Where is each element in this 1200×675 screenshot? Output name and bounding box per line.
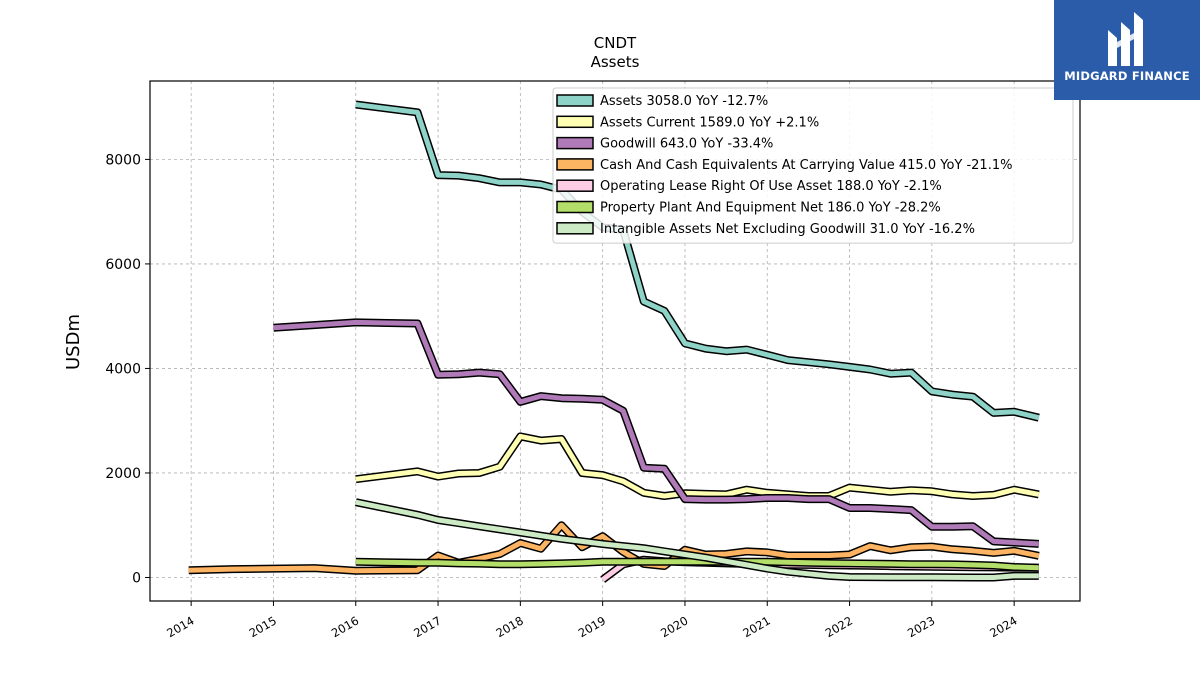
logo-text: MIDGARD FINANCE [1064, 69, 1190, 83]
legend-item: Cash And Cash Equivalents At Carrying Va… [556, 158, 1012, 173]
x-tick-label: 2019 [576, 613, 608, 640]
y-axis-label: USDm [63, 314, 84, 370]
y-axis: 0 2000 4000 6000 8000 [105, 152, 150, 586]
legend-swatch [556, 200, 594, 214]
series-intangible-assets-net-excluding-goodwill [354, 498, 1039, 582]
plot-frame [149, 80, 1081, 602]
chart-title: CNDT [594, 34, 637, 52]
series-lines [188, 100, 1040, 583]
y-tick-label: 2000 [105, 466, 141, 482]
series-line [273, 319, 1039, 547]
series-assets-current [355, 432, 1040, 500]
legend-item: Goodwill 643.0 YoY -33.4% [556, 136, 773, 152]
series-assets [355, 100, 1040, 422]
legend-label: Assets 3058.0 YoY -12.7% [600, 94, 768, 109]
series-outline [355, 432, 1040, 500]
x-tick-label: 2017 [411, 613, 443, 640]
chart-subtitle: Assets [591, 53, 640, 71]
series-property-plant-and-equipment-net [355, 557, 1039, 572]
y-tick-label: 8000 [105, 152, 141, 168]
x-tick-label: 2021 [740, 613, 772, 640]
legend-label: Intangible Assets Net Excluding Goodwill… [600, 222, 975, 237]
x-tick-label: 2020 [658, 613, 690, 640]
legend-swatch [556, 115, 594, 129]
x-tick-label: 2024 [987, 613, 1019, 640]
y-tick-label: 0 [132, 570, 141, 586]
legend-label: Assets Current 1589.0 YoY +2.1% [600, 115, 819, 130]
x-tick-label: 2016 [329, 613, 361, 640]
series-goodwill [273, 318, 1040, 548]
legend: Assets 3058.0 YoY -12.7% Assets Current 1… [552, 87, 1074, 244]
legend-swatch [556, 158, 594, 171]
x-tick-label: 2022 [823, 613, 855, 640]
y-tick-label: 4000 [105, 361, 141, 377]
x-tick-label: 2014 [164, 613, 196, 640]
legend-item: Operating Lease Right Of Use Asset 188.0… [556, 179, 942, 194]
legend-label: Operating Lease Right Of Use Asset 188.0… [600, 179, 942, 194]
legend-item: Intangible Assets Net Excluding Goodwill… [556, 222, 975, 237]
series-line [355, 433, 1040, 499]
logo-mark-icon [1108, 12, 1143, 66]
legend-swatch [556, 179, 594, 192]
legend-swatch [556, 136, 594, 150]
legend-swatch [556, 94, 594, 107]
legend-item: Property Plant And Equipment Net 186.0 Y… [556, 200, 941, 216]
x-tick-label: 2023 [905, 613, 937, 640]
legend-swatch [556, 222, 594, 235]
x-tick-label: 2018 [493, 613, 525, 640]
legend-box [552, 87, 1074, 244]
x-axis: 2014 2015 2016 2017 2018 2019 2020 2021 2022 2023… [164, 601, 1020, 640]
legend-item: Assets 3058.0 YoY -12.7% [556, 94, 768, 109]
legend-item: Assets Current 1589.0 YoY +2.1% [556, 115, 819, 130]
legend-label: Cash And Cash Equivalents At Carrying Va… [600, 158, 1012, 173]
series-line [355, 499, 1039, 580]
series-line [355, 102, 1040, 421]
x-tick-label: 2015 [247, 613, 279, 640]
y-tick-label: 6000 [105, 257, 141, 273]
legend-label: Goodwill 643.0 YoY -33.4% [600, 137, 773, 152]
legend-label: Property Plant And Equipment Net 186.0 Y… [600, 201, 941, 216]
brand-logo: MIDGARD FINANCE [1054, 0, 1200, 100]
